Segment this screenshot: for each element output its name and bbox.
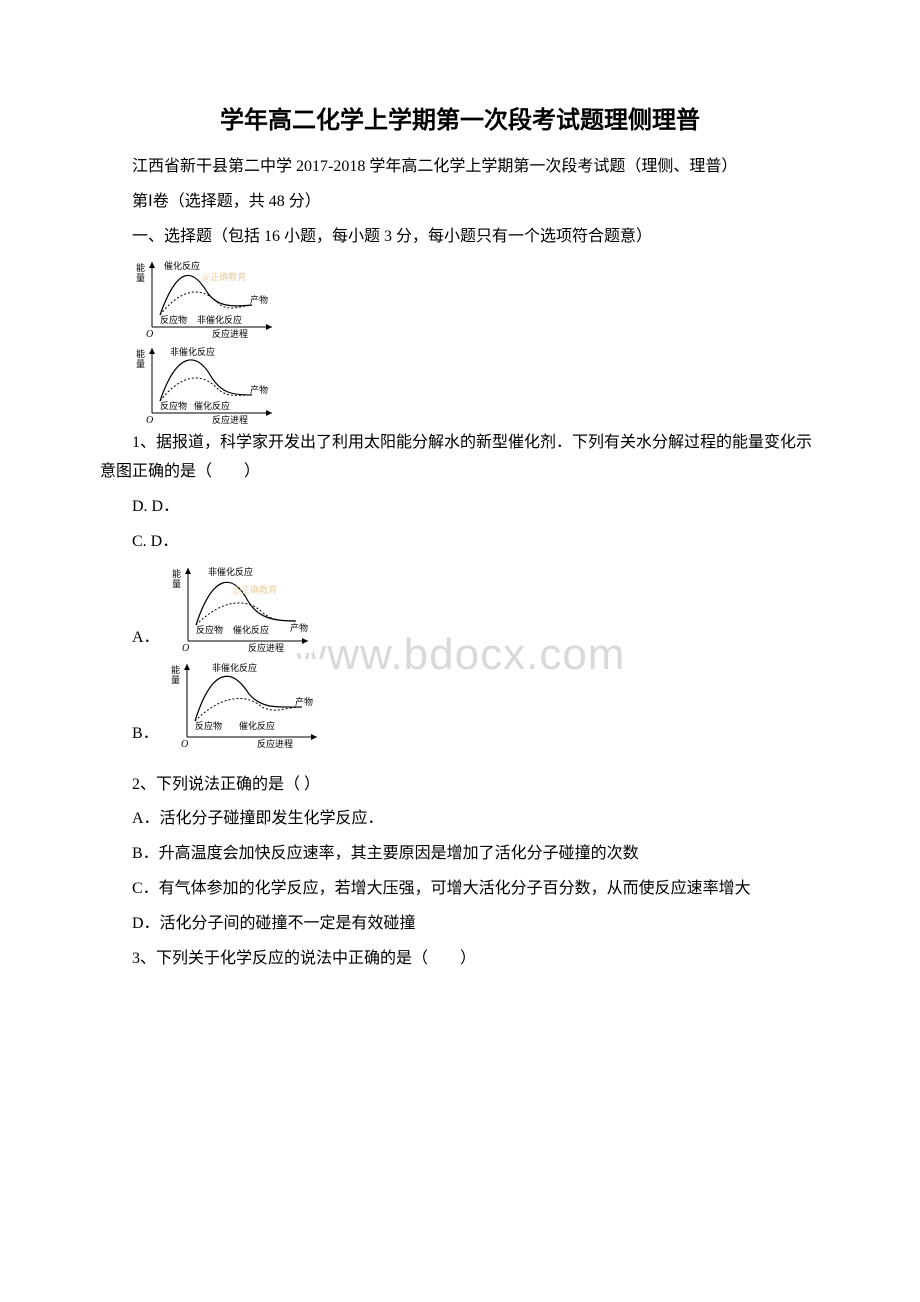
page-title: 学年高二化学上学期第一次段考试题理侧理普 (100, 100, 820, 135)
diagram-top-1: 能 量 O 反应进程 催化反应 @正确教育 反应物 非催化反应 产物 (132, 257, 820, 339)
energy-diagram-a: 能 量 O 反应进程 非催化反应 @正确教育 反应物 催化反应 产物 (168, 563, 313, 653)
q1-option-cd: C. D． (100, 528, 820, 557)
svg-text:非催化反应: 非催化反应 (170, 346, 215, 357)
energy-diagram-1: 能 量 O 反应进程 催化反应 @正确教育 反应物 非催化反应 产物 (132, 257, 277, 339)
svg-text:非催化反应: 非催化反应 (197, 314, 242, 325)
svg-text:反应进程: 反应进程 (248, 642, 284, 653)
document-content: 学年高二化学上学期第一次段考试题理侧理普 江西省新干县第二中学 2017-201… (100, 100, 820, 973)
svg-text:催化反应: 催化反应 (233, 624, 269, 635)
q1-option-b-label: B． (132, 720, 159, 749)
svg-text:能: 能 (172, 568, 181, 579)
svg-text:@正确教育: @正确教育 (233, 584, 277, 595)
svg-text:反应物: 反应物 (196, 624, 223, 635)
q1-option-a-row: A． 能 量 O 反应进程 非催化反应 @正确教育 反应物 催化反应 产物 (132, 563, 820, 653)
svg-text:产物: 产物 (295, 696, 313, 707)
svg-text:反应物: 反应物 (195, 720, 222, 731)
svg-text:能: 能 (136, 262, 145, 273)
svg-text:反应进程: 反应进程 (257, 738, 293, 749)
svg-text:量: 量 (136, 273, 145, 283)
intro-paragraph: 江西省新干县第二中学 2017-2018 学年高二化学上学期第一次段考试题（理侧… (100, 153, 820, 182)
svg-text:催化反应: 催化反应 (194, 400, 230, 411)
q3-stem: 3、下列关于化学反应的说法中正确的是（ ） (100, 945, 820, 974)
svg-text:非催化反应: 非催化反应 (212, 662, 257, 673)
q2-option-b: B．升高温度会加快反应速率，其主要原因是增加了活化分子碰撞的次数 (100, 840, 820, 869)
q2-option-c: C．有气体参加的化学反应，若增大压强，可增大活化分子百分数，从而使反应速率增大 (100, 875, 820, 904)
svg-text:O: O (181, 739, 188, 749)
svg-text:O: O (146, 329, 153, 339)
svg-text:O: O (146, 415, 153, 425)
q1-option-dd: D. D． (100, 493, 820, 522)
section-header: 第Ⅰ卷（选择题，共 48 分） (100, 188, 820, 217)
svg-text:催化反应: 催化反应 (239, 720, 275, 731)
energy-diagram-b: 能 量 O 反应进程 非催化反应 反应物 催化反应 产物 (167, 659, 322, 749)
svg-text:量: 量 (172, 579, 181, 589)
svg-text:催化反应: 催化反应 (164, 260, 200, 271)
svg-text:非催化反应: 非催化反应 (208, 566, 253, 577)
q2-option-d: D．活化分子间的碰撞不一定是有效碰撞 (100, 910, 820, 939)
svg-text:反应进程: 反应进程 (212, 414, 248, 425)
svg-text:反应进程: 反应进程 (212, 328, 248, 339)
q1-option-a-label: A． (132, 624, 160, 653)
svg-text:@正确教育: @正确教育 (202, 271, 246, 282)
svg-text:能: 能 (171, 664, 180, 675)
svg-text:O: O (182, 643, 189, 653)
diagram-top-2: 能 量 O 反应进程 非催化反应 反应物 催化反应 产物 (132, 343, 820, 425)
svg-text:产物: 产物 (290, 622, 308, 633)
svg-text:量: 量 (136, 359, 145, 369)
svg-text:量: 量 (171, 675, 180, 685)
mcq-instructions: 一、选择题（包括 16 小题，每小题 3 分，每小题只有一个选项符合题意） (100, 223, 820, 252)
q1-option-b-row: B． 能 量 O 反应进程 非催化反应 反应物 催化反应 产物 (132, 659, 820, 749)
svg-text:反应物: 反应物 (160, 400, 187, 411)
svg-text:产物: 产物 (250, 294, 268, 305)
svg-text:能: 能 (136, 348, 145, 359)
q2-option-a: A．活化分子碰撞即发生化学反应． (100, 805, 820, 834)
q2-stem: 2、下列说法正确的是（ ） (100, 771, 820, 800)
svg-text:反应物: 反应物 (160, 314, 187, 325)
energy-diagram-2: 能 量 O 反应进程 非催化反应 反应物 催化反应 产物 (132, 343, 277, 425)
q1-stem: 1、据报道，科学家开发出了利用太阳能分解水的新型催化剂．下列有关水分解过程的能量… (100, 429, 820, 487)
svg-text:产物: 产物 (250, 384, 268, 395)
